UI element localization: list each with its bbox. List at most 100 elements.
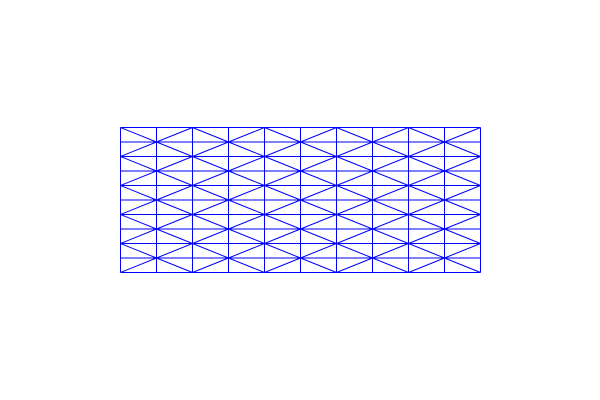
mesh-diagonal-edge	[372, 127, 409, 143]
mesh-diagonal-edge	[372, 156, 409, 172]
mesh-diagonal-edge	[408, 257, 445, 273]
mesh-diagonal-edge	[444, 127, 481, 143]
mesh-diagonal-edge	[408, 228, 445, 244]
mesh-diagonal-edge	[228, 185, 265, 201]
mesh-diagonal-edge	[120, 141, 157, 157]
mesh-diagonal-edge	[408, 141, 445, 157]
mesh-diagonal-edge	[408, 127, 445, 143]
mesh-diagonal-edge	[156, 243, 193, 259]
mesh-diagonal-edge	[336, 228, 373, 244]
mesh-diagonal-edge	[372, 185, 409, 201]
mesh-diagonal-edge	[156, 156, 193, 172]
mesh-diagonal-edge	[228, 127, 265, 143]
mesh-diagonal-edge	[336, 243, 373, 259]
mesh-diagonal-edge	[264, 141, 301, 157]
mesh-diagonal-edge	[264, 156, 301, 172]
mesh-diagonal-edge	[156, 141, 193, 157]
mesh-diagonal-edge	[300, 141, 337, 157]
mesh-diagonal-edge	[156, 257, 193, 273]
mesh-diagonal-edge	[192, 170, 229, 186]
mesh-diagonal-edge	[120, 199, 157, 215]
mesh-diagonal-edge	[372, 228, 409, 244]
mesh-diagonal-edge	[372, 243, 409, 259]
mesh-diagonal-edge	[336, 127, 373, 143]
mesh-diagonal-edge	[444, 170, 481, 186]
mesh-diagonal-edge	[192, 141, 229, 157]
mesh-diagonal-edge	[192, 199, 229, 215]
mesh-diagonal-edge	[444, 185, 481, 201]
mesh-diagonal-edge	[228, 156, 265, 172]
mesh-diagonal-edge	[300, 243, 337, 259]
mesh-diagonal-edge	[192, 257, 229, 273]
mesh-diagonal-edge	[120, 214, 157, 230]
mesh-diagonal-edge	[192, 127, 229, 143]
mesh-diagonal-edge	[192, 214, 229, 230]
mesh-diagonal-edge	[228, 257, 265, 273]
mesh-diagonal-edge	[408, 243, 445, 259]
mesh-diagonal-edge	[120, 156, 157, 172]
mesh-diagonal-edge	[336, 185, 373, 201]
mesh-diagonal-edge	[444, 199, 481, 215]
mesh-diagonal-edge	[300, 170, 337, 186]
mesh-diagonal-edge	[120, 257, 157, 273]
mesh-diagonal-edge	[120, 127, 157, 143]
mesh-diagonal-edge	[408, 214, 445, 230]
mesh-diagonal-edge	[156, 170, 193, 186]
mesh-diagonal-edge	[408, 156, 445, 172]
mesh-diagonal-edge	[444, 156, 481, 172]
mesh-diagonal-edge	[300, 214, 337, 230]
mesh-diagonal-edge	[264, 214, 301, 230]
mesh-diagonal-edge	[192, 156, 229, 172]
mesh-diagonal-edge	[228, 141, 265, 157]
mesh-diagonal-edge	[444, 243, 481, 259]
triangular-mesh	[120, 127, 481, 273]
mesh-diagonal-edge	[300, 257, 337, 273]
mesh-diagonal-edge	[264, 228, 301, 244]
mesh-diagonal-edge	[300, 185, 337, 201]
mesh-diagonal-edge	[264, 170, 301, 186]
mesh-diagonal-edge	[336, 141, 373, 157]
mesh-diagonal-edge	[372, 141, 409, 157]
mesh-diagonal-edge	[408, 170, 445, 186]
mesh-diagonal-edge	[228, 214, 265, 230]
mesh-diagonal-edge	[264, 257, 301, 273]
mesh-diagonal-edge	[264, 243, 301, 259]
mesh-diagonal-edge	[408, 185, 445, 201]
mesh-diagonal-edge	[336, 199, 373, 215]
mesh-diagonal-edge	[444, 214, 481, 230]
mesh-diagonal-edge	[300, 199, 337, 215]
mesh-diagonal-edge	[264, 199, 301, 215]
mesh-diagonal-edge	[336, 170, 373, 186]
mesh-diagonal-edge	[336, 156, 373, 172]
mesh-diagonal-edge	[264, 185, 301, 201]
mesh-diagonal-edge	[228, 170, 265, 186]
mesh-diagonal-edge	[336, 214, 373, 230]
mesh-diagonal-edge	[156, 228, 193, 244]
mesh-diagonal-edge	[444, 228, 481, 244]
mesh-diagonal-edge	[228, 199, 265, 215]
mesh-diagonal-edge	[372, 170, 409, 186]
mesh-diagonal-edge	[120, 185, 157, 201]
mesh-diagonal-edge	[192, 243, 229, 259]
mesh-diagonal-edge	[408, 199, 445, 215]
mesh-diagonal-edge	[372, 199, 409, 215]
mesh-diagonal-edge	[192, 228, 229, 244]
mesh-diagonal-edge	[264, 127, 301, 143]
mesh-diagonal-edge	[372, 214, 409, 230]
mesh-diagonal-edge	[120, 170, 157, 186]
mesh-diagonal-edge	[444, 257, 481, 273]
mesh-diagonal-edge	[228, 228, 265, 244]
mesh-diagonal-edge	[300, 127, 337, 143]
mesh-diagonal-edge	[120, 228, 157, 244]
mesh-diagonal-edge	[156, 185, 193, 201]
mesh-diagonal-edge	[300, 156, 337, 172]
mesh-diagonal-edge	[120, 243, 157, 259]
mesh-diagonal-edge	[372, 257, 409, 273]
mesh-diagonal-edge	[192, 185, 229, 201]
mesh-diagonal-edge	[300, 228, 337, 244]
mesh-diagonal-edge	[228, 243, 265, 259]
mesh-diagonal-edge	[336, 257, 373, 273]
mesh-diagonal-edge	[156, 127, 193, 143]
mesh-diagonal-edge	[156, 199, 193, 215]
